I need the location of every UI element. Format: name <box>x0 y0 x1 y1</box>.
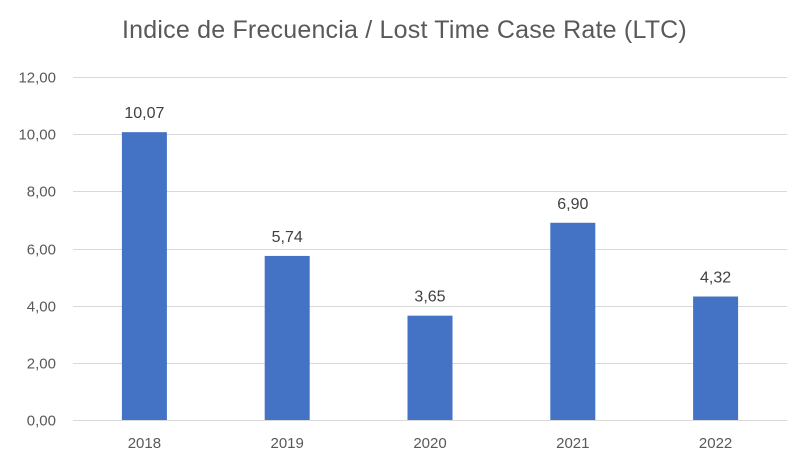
x-tick-label-2020: 2020 <box>413 435 446 452</box>
bars <box>121 132 739 420</box>
y-tick-label: 4,00 <box>27 299 56 316</box>
y-tick-label: 6,00 <box>27 242 56 259</box>
bar-2021 <box>550 222 596 420</box>
y-tick-label: 2,00 <box>27 356 56 373</box>
y-tick-label: 8,00 <box>27 184 56 201</box>
bar-2020 <box>407 315 453 420</box>
data-label-2019: 5,74 <box>272 229 303 246</box>
data-label-2018: 10,07 <box>124 105 164 122</box>
data-labels: 10,07 5,74 3,65 6,90 4,32 <box>124 105 731 306</box>
x-tick-label-2019: 2019 <box>271 435 304 452</box>
y-axis-tick-labels: 0,00 2,00 4,00 6,00 8,00 10,00 12,00 <box>18 70 56 430</box>
bar-2018 <box>121 132 167 420</box>
y-tick-label: 0,00 <box>27 413 56 430</box>
data-label-2021: 6,90 <box>557 196 588 213</box>
data-label-2020: 3,65 <box>414 289 445 306</box>
data-label-2022: 4,32 <box>700 270 731 287</box>
x-axis-tick-labels: 2018 2019 2020 2021 2022 <box>128 435 733 452</box>
bar-2022 <box>693 296 739 420</box>
y-tick-label: 10,00 <box>18 127 56 144</box>
x-tick-label-2022: 2022 <box>699 435 732 452</box>
y-tick-label: 12,00 <box>18 70 56 87</box>
x-tick-label-2018: 2018 <box>128 435 161 452</box>
chart-title: Indice de Frecuencia / Lost Time Case Ra… <box>122 16 687 44</box>
bar-2019 <box>264 255 310 420</box>
x-tick-label-2021: 2021 <box>556 435 589 452</box>
